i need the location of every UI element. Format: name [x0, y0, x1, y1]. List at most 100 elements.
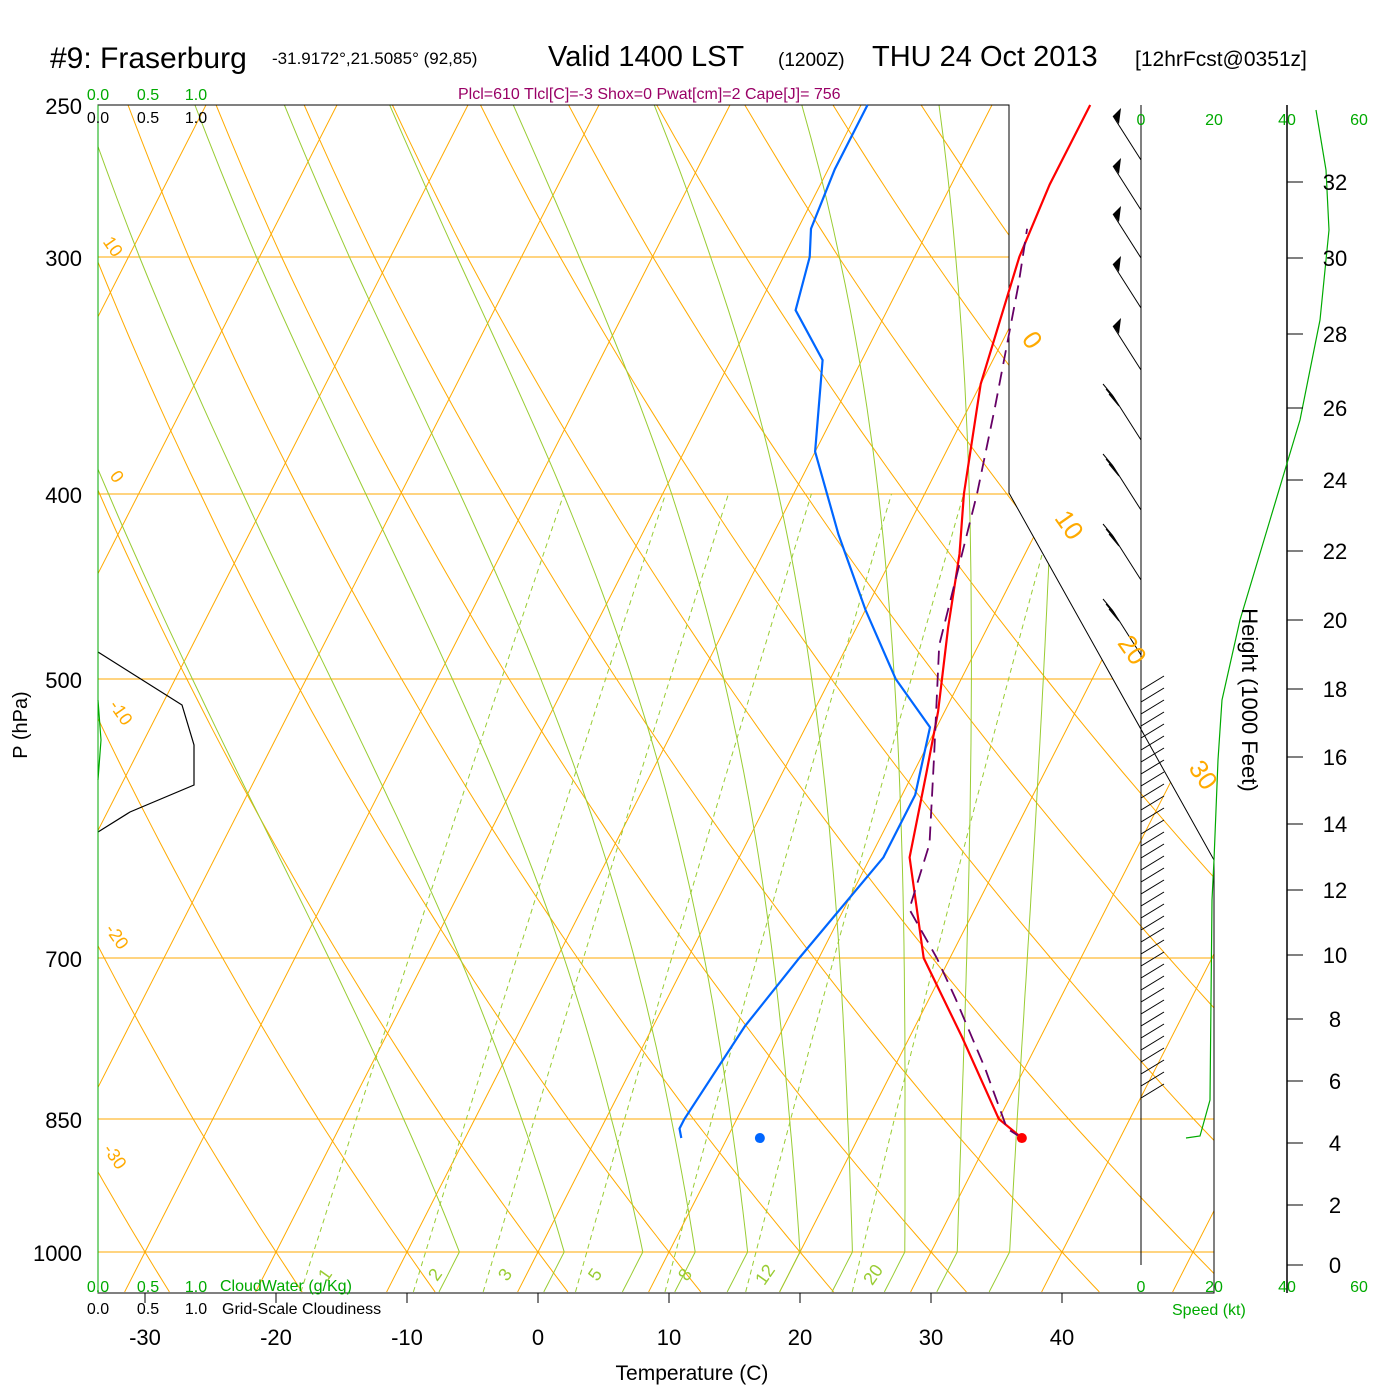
- station-coords: -31.9172°,21.5085° (92,85): [272, 49, 477, 68]
- wind-feather: [1102, 453, 1114, 467]
- mixing-ratio-line: [851, 493, 1060, 1293]
- wind-barb-lower: [1140, 819, 1165, 835]
- wind-flag: [1113, 256, 1121, 272]
- cloudiness-tick-top: 1.0: [185, 110, 207, 127]
- isotherm: [1041, 105, 1214, 1293]
- moist-adiabat: [653, 105, 853, 1293]
- speed-axis-label: Speed (kt): [1172, 1302, 1246, 1319]
- cloudwater-profile: [97, 699, 102, 781]
- p-tick-label: 400: [45, 483, 82, 508]
- height-tick-label: 0: [1329, 1253, 1341, 1278]
- wind-barb-lower: [1140, 855, 1165, 871]
- wind-barb-lower: [1140, 723, 1165, 739]
- wind-feather: [1105, 388, 1117, 402]
- mixing-ratio-line: [300, 493, 565, 1293]
- wind-barb-lower: [1140, 1047, 1165, 1063]
- cloudwater-tick-top: 1.0: [185, 87, 207, 104]
- dry-adiabat: [811, 105, 1214, 1293]
- wind-barb-lower: [1140, 951, 1165, 967]
- valid-time: Valid 1400 LST: [548, 41, 744, 73]
- isotherm-label: 20: [1112, 629, 1153, 670]
- cloudiness-tick-top: 0.5: [137, 110, 159, 127]
- mixing-ratio-label: 20: [859, 1261, 887, 1289]
- dry-adiabat: [724, 105, 1214, 1293]
- isotherm: [98, 105, 355, 1293]
- isotherm: [255, 105, 879, 1293]
- height-tick-label: 6: [1329, 1069, 1341, 1094]
- cloudiness-tick-bottom: 1.0: [185, 1301, 207, 1318]
- forecast-date: THU 24 Oct 2013: [872, 41, 1098, 73]
- wind-barb-lower: [1140, 699, 1165, 715]
- height-tick-label: 8: [1329, 1007, 1341, 1032]
- isotherm: [124, 105, 748, 1293]
- wind-feather: [1102, 598, 1114, 612]
- wind-barb-lower: [1140, 903, 1165, 919]
- cloudiness-profile: [97, 651, 195, 833]
- dry-adiabat: [376, 105, 1214, 1293]
- cloudwater-tick-bottom: 0.0: [87, 1279, 109, 1296]
- cloudiness-label: Grid-Scale Cloudiness: [222, 1301, 381, 1318]
- isotherm: [648, 105, 1214, 1293]
- mixing-ratio-line: [575, 493, 812, 1293]
- height-tick-label: 20: [1323, 608, 1347, 633]
- wind-barb-lower: [1140, 1071, 1165, 1087]
- wind-flag: [1113, 318, 1121, 334]
- wind-barb-lower: [1140, 675, 1165, 691]
- speed-tick-bottom: 40: [1278, 1279, 1296, 1296]
- dry-adiabat: [289, 105, 1100, 1293]
- wind-barbs: [1102, 108, 1165, 1099]
- cloudiness-tick-top: 0.0: [87, 110, 109, 127]
- mixing-ratio-line: [412, 493, 666, 1293]
- wind-barb: [1112, 395, 1142, 441]
- moist-adiabat: [512, 105, 801, 1293]
- zulu-time: (1200Z): [778, 50, 845, 71]
- isotherm-label: -30: [99, 1140, 130, 1173]
- moist-adiabat: [283, 105, 696, 1293]
- x-tick-label: 0: [532, 1325, 544, 1350]
- wind-barb: [1112, 325, 1142, 371]
- dewpoint-line: [678, 104, 932, 1139]
- wind-barb-lower: [1140, 759, 1165, 775]
- isotherm-label: -10: [105, 696, 136, 729]
- wind-barb-lower: [1140, 1059, 1165, 1075]
- moist-adiabat: [98, 105, 460, 1293]
- cloudwater-tick-top: 0.0: [87, 87, 109, 104]
- wind-barb-lower: [1140, 891, 1165, 907]
- cloudwater-tick-bottom: 0.5: [137, 1279, 159, 1296]
- station-title: #9: Fraserburg: [50, 42, 247, 75]
- moist-adiabat: [194, 105, 644, 1293]
- x-axis-title: Temperature (C): [616, 1362, 769, 1385]
- p-tick-label: 850: [45, 1108, 82, 1133]
- wind-feather: [1105, 603, 1117, 617]
- wind-barb: [1112, 535, 1142, 581]
- dry-adiabat: [202, 105, 967, 1293]
- wind-barb-lower: [1140, 795, 1165, 811]
- isotherm: [517, 105, 1141, 1293]
- wind-barb-lower: [1140, 1035, 1165, 1051]
- height-tick-label: 12: [1323, 878, 1347, 903]
- height-tick-label: 16: [1323, 745, 1347, 770]
- axes: -30 -20 -10 0 10 20 30 402503004005007008501000…: [33, 87, 1368, 1350]
- x-tick-label: 40: [1050, 1325, 1074, 1350]
- wind-feather: [1102, 383, 1114, 397]
- isotherm-label: 10: [99, 233, 127, 261]
- forecast-info: [12hrFcst@0351z]: [1135, 48, 1307, 71]
- x-tick-label: 20: [788, 1325, 812, 1350]
- moist-adiabat: [98, 105, 565, 1293]
- background-lines: [98, 105, 1214, 1293]
- wind-barb-lower: [1140, 735, 1165, 751]
- height-tick-label: 30: [1323, 246, 1347, 271]
- temperature-line: [908, 104, 1092, 1139]
- p-tick-label: 500: [45, 668, 82, 693]
- sounding-series: [678, 104, 1092, 1144]
- mixing-ratio-label: 5: [584, 1265, 606, 1285]
- height-tick-label: 18: [1323, 677, 1347, 702]
- wind-barb: [1112, 465, 1142, 511]
- wind-barb-lower: [1140, 1011, 1165, 1027]
- wind-barb-lower: [1140, 867, 1165, 883]
- p-tick-label: 1000: [33, 1241, 82, 1266]
- wind-feather: [1108, 393, 1120, 407]
- dry-adiabat: [1072, 105, 1214, 1293]
- height-tick-label: 28: [1323, 322, 1347, 347]
